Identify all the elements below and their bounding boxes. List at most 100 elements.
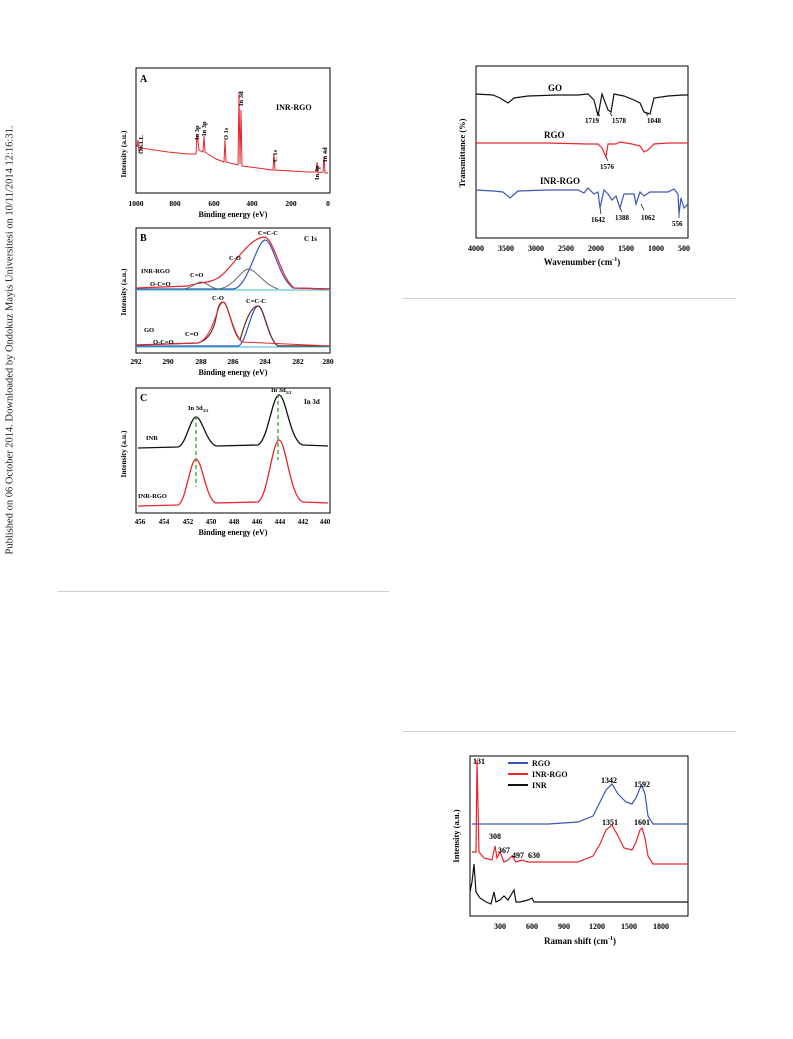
x-tick-label: 452 bbox=[183, 518, 194, 526]
x-axis-label-main: Raman shift (cm bbox=[544, 936, 608, 946]
x-tick-label: 450 bbox=[206, 518, 217, 526]
component-label: C=O bbox=[190, 272, 203, 279]
peak-label: 1592 bbox=[634, 780, 650, 789]
peak-label-sub: 3/2 bbox=[203, 408, 210, 413]
x-tick-label: 290 bbox=[162, 357, 174, 366]
band-label: 1062 bbox=[641, 214, 656, 222]
series-label: RGO bbox=[544, 130, 565, 140]
annotation-arrow bbox=[640, 203, 645, 211]
section-divider bbox=[403, 298, 736, 299]
x-tick-label: 300 bbox=[494, 922, 506, 931]
annotation-arrow bbox=[619, 207, 623, 213]
peak-label: 1351 bbox=[602, 818, 618, 827]
x-tick-label: 444 bbox=[275, 518, 286, 526]
panel-label: A bbox=[140, 74, 148, 85]
series-line bbox=[472, 783, 688, 825]
y-axis-label: Transmittance (%) bbox=[457, 118, 467, 187]
region-label: In 3d bbox=[304, 398, 320, 406]
sample-label: INR-RGO bbox=[138, 493, 167, 500]
annotation-arrow bbox=[599, 207, 602, 215]
x-tick-label: 2500 bbox=[558, 244, 574, 253]
x-tick-label: 456 bbox=[135, 518, 146, 526]
x-tick-label: 454 bbox=[159, 518, 170, 526]
peak-label: In 4p bbox=[314, 165, 321, 180]
band-labels: 1719 1578 1048 1576 1642 1388 1062 556 bbox=[585, 117, 683, 228]
band-label: 1388 bbox=[615, 214, 630, 222]
x-axis-label-end: ) bbox=[617, 257, 620, 267]
xps-c1s-chart: B C 1s INR-RGO C=C-C C-O C=O O-C=O GO C-… bbox=[119, 227, 334, 377]
sample-label: INR-RGO bbox=[141, 268, 170, 275]
peak-labels: OKLL In 3p In 3p O 1s In 3d C 1s In 4p I… bbox=[138, 91, 329, 180]
x-axis-label: Wavenumber (cm-1) bbox=[544, 257, 621, 267]
component-label: C=C-C bbox=[246, 298, 266, 305]
x-tick-label: 448 bbox=[229, 518, 240, 526]
annotation-arrow bbox=[645, 112, 649, 117]
x-ticks: 456 454 452 450 448 446 444 442 440 bbox=[135, 518, 331, 526]
x-tick-label: 280 bbox=[322, 357, 334, 366]
x-tick-label: 600 bbox=[208, 199, 220, 208]
peak-labels: 131 1342 1592 308 1351 1601 367 497 630 bbox=[473, 757, 650, 860]
xps-survey-chart: A INR-RGO OKLL In 3p In 3p O 1s In 3d C … bbox=[119, 67, 331, 219]
x-tick-label: 0 bbox=[326, 199, 330, 208]
x-tick-label: 1800 bbox=[653, 922, 669, 931]
series-label: GO bbox=[548, 83, 562, 93]
peak-label-main: In 3d bbox=[271, 387, 286, 394]
band-label: 1642 bbox=[591, 216, 606, 224]
peak-labels: In 3d3/2 In 3d5/2 INR INR-RGO bbox=[138, 387, 292, 500]
x-ticks: 300 600 900 1200 1500 1800 bbox=[494, 922, 669, 931]
band-label: 1719 bbox=[585, 117, 600, 125]
component-curve bbox=[135, 236, 331, 290]
section-divider bbox=[403, 731, 736, 732]
region-label: C 1s bbox=[304, 235, 317, 243]
sample-label: INR-RGO bbox=[276, 103, 312, 112]
margin-note: Published on 06 October 2014. Downloaded… bbox=[2, 40, 18, 640]
y-axis-label: Intensity (a.u.) bbox=[119, 430, 128, 477]
peak-label: In 3d bbox=[238, 91, 245, 106]
x-ticks: 1000 800 600 400 200 0 bbox=[129, 199, 331, 208]
peak-label: In 3d3/2 bbox=[188, 405, 209, 413]
ftir-chart: GO RGO INR-RGO 1719 1578 1048 1576 1642 … bbox=[457, 65, 690, 267]
peak-label: In 4d bbox=[322, 147, 329, 162]
peak-label: 1601 bbox=[634, 818, 650, 827]
peak-label: OKLL bbox=[138, 135, 145, 154]
x-axis-label-sup: -1 bbox=[612, 257, 617, 263]
series-line bbox=[137, 439, 329, 507]
xps-in3d-chart: C In 3d In 3d3/2 In 3d5/2 INR INR-RGO In… bbox=[119, 387, 331, 537]
x-tick-label: 2000 bbox=[588, 244, 604, 253]
peak-label-main: In 3d bbox=[188, 405, 203, 412]
y-axis-label: Intensity (a.u.) bbox=[119, 130, 128, 177]
x-tick-label: 440 bbox=[320, 518, 331, 526]
x-tick-label: 1000 bbox=[648, 244, 664, 253]
annotation-arrow bbox=[595, 109, 601, 117]
peak-label: 367 bbox=[498, 846, 510, 855]
peak-label: 497 bbox=[512, 851, 524, 860]
band-label: 556 bbox=[672, 220, 683, 228]
series-line bbox=[472, 759, 688, 865]
x-axis-label: Binding energy (eV) bbox=[199, 528, 268, 537]
section-divider bbox=[57, 591, 389, 592]
x-axis-label-main: Wavenumber (cm bbox=[544, 257, 613, 267]
panel-label: C bbox=[140, 393, 147, 404]
component-label: C=C-C bbox=[258, 230, 278, 237]
series-line bbox=[475, 91, 688, 117]
peak-label: In 3d5/2 bbox=[271, 387, 292, 395]
annotation-arrow bbox=[605, 156, 609, 162]
raman-chart: RGO INR-RGO INR 131 1342 1592 308 1351 1… bbox=[451, 755, 689, 946]
peak-label: In 3p bbox=[201, 121, 208, 136]
x-tick-label: 200 bbox=[285, 199, 297, 208]
legend: RGO INR-RGO INR bbox=[508, 759, 568, 790]
series-label: INR-RGO bbox=[540, 176, 580, 186]
series-line bbox=[137, 394, 329, 449]
peak-label: C 1s bbox=[272, 149, 279, 162]
x-tick-label: 500 bbox=[678, 244, 690, 253]
x-tick-label: 4000 bbox=[468, 244, 484, 253]
peak-label: 630 bbox=[528, 851, 540, 860]
x-tick-label: 1200 bbox=[589, 922, 605, 931]
component-curve bbox=[136, 239, 331, 290]
plot-frame bbox=[469, 755, 689, 917]
component-label: C-O bbox=[229, 255, 241, 262]
component-labels: INR-RGO C=C-C C-O C=O O-C=O GO C-O C=C-C… bbox=[141, 230, 278, 346]
series-line bbox=[475, 187, 689, 215]
x-tick-label: 3500 bbox=[498, 244, 514, 253]
component-label: C=O bbox=[185, 331, 198, 338]
